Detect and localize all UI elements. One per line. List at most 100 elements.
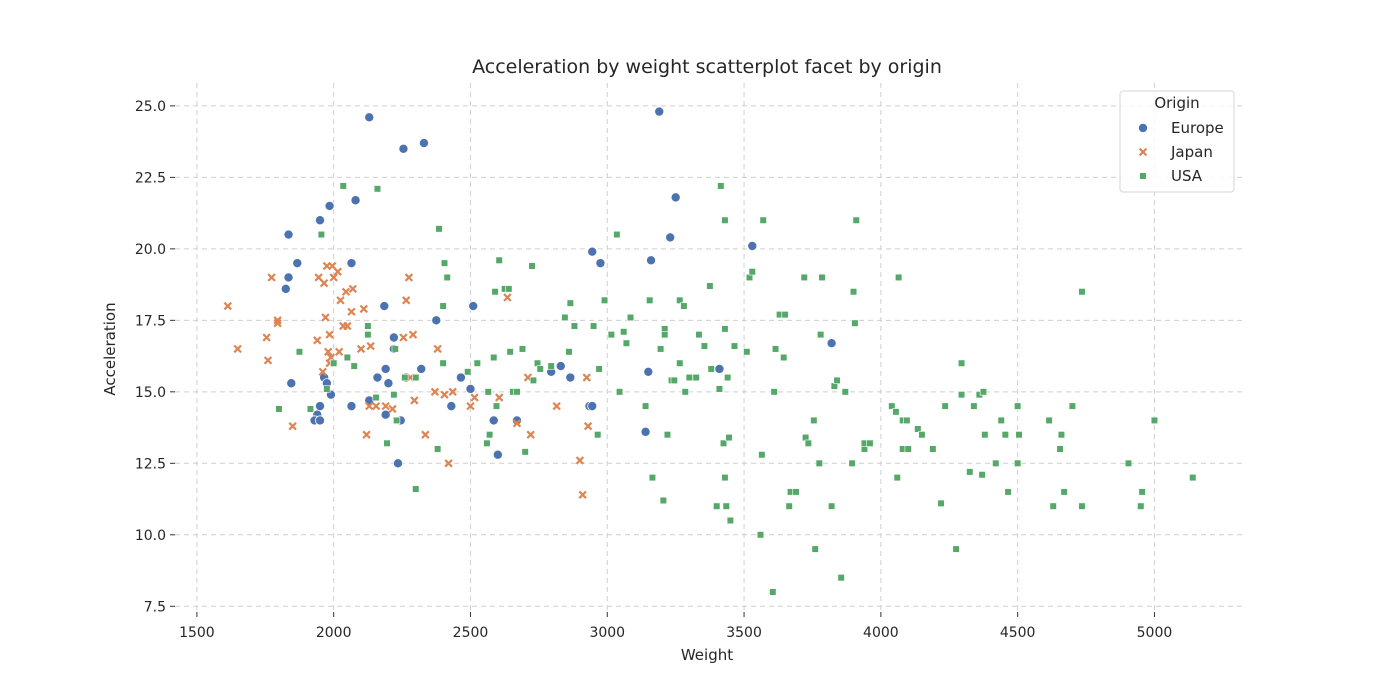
legend-marker-japan <box>1138 147 1148 157</box>
point-europe <box>431 315 442 326</box>
point-europe <box>646 255 657 266</box>
point-usa <box>661 331 669 339</box>
point-usa <box>1137 502 1145 510</box>
point-usa <box>785 502 793 510</box>
point-usa <box>670 376 678 384</box>
point-europe <box>315 415 326 426</box>
point-usa <box>848 459 856 467</box>
point-usa <box>685 373 693 382</box>
legend-item-usa: USA <box>1139 167 1203 185</box>
point-usa <box>1014 402 1022 410</box>
point-usa <box>978 471 986 479</box>
point-usa <box>464 368 472 376</box>
point-usa <box>1056 445 1064 453</box>
point-japan <box>356 344 366 354</box>
point-usa <box>918 431 926 439</box>
point-usa <box>730 342 739 350</box>
point-japan <box>399 333 408 342</box>
point-europe <box>379 301 390 312</box>
point-europe <box>418 138 429 149</box>
point-europe <box>380 409 391 420</box>
point-usa <box>966 468 974 476</box>
point-usa <box>852 216 860 224</box>
point-japan <box>388 404 397 414</box>
point-usa <box>506 348 514 356</box>
point-usa <box>892 408 900 416</box>
point-japan <box>466 401 475 411</box>
point-usa <box>970 402 978 410</box>
x-tick-label: 3000 <box>589 625 625 641</box>
point-japan <box>343 321 352 331</box>
point-japan <box>362 430 371 439</box>
point-japan <box>263 356 273 365</box>
point-usa <box>401 373 409 382</box>
point-usa <box>818 273 826 282</box>
point-usa <box>866 439 874 447</box>
point-usa <box>717 182 725 190</box>
point-usa <box>306 405 315 413</box>
point-japan <box>404 273 414 282</box>
point-usa <box>491 288 499 296</box>
point-usa <box>1015 431 1023 439</box>
x-tick-label: 1500 <box>179 625 215 641</box>
point-usa <box>505 285 513 293</box>
legend-item-europe: Europe <box>1138 119 1224 137</box>
point-japan <box>421 430 430 439</box>
chart-title: Acceleration by weight scatterplot facet… <box>472 56 942 78</box>
point-europe <box>346 258 357 269</box>
point-usa <box>513 388 521 396</box>
point-usa <box>771 345 780 353</box>
point-usa <box>769 588 777 596</box>
point-usa <box>439 302 447 310</box>
point-usa <box>295 348 304 356</box>
point-japan <box>495 393 504 402</box>
point-japan <box>347 307 356 316</box>
point-europe <box>670 192 681 203</box>
point-usa <box>435 225 443 233</box>
legend-item-japan: Japan <box>1138 143 1213 161</box>
point-europe <box>826 338 837 349</box>
point-japan <box>329 273 338 282</box>
point-japan <box>433 344 442 354</box>
y-tick-label: 20.0 <box>135 242 166 258</box>
point-europe <box>392 458 403 469</box>
point-europe <box>555 361 566 372</box>
point-usa <box>615 388 624 396</box>
point-europe <box>283 229 294 240</box>
point-usa <box>536 365 544 373</box>
point-usa <box>979 388 988 396</box>
point-usa <box>1060 488 1068 496</box>
point-usa <box>372 393 380 402</box>
point-usa <box>817 331 825 339</box>
point-usa <box>1124 459 1133 467</box>
point-europe <box>488 415 499 426</box>
point-usa <box>1078 502 1086 510</box>
point-usa <box>483 439 491 447</box>
point-japan <box>288 421 297 431</box>
point-japan <box>233 344 242 354</box>
point-usa <box>657 345 665 353</box>
point-usa <box>412 373 420 382</box>
point-usa <box>770 388 778 396</box>
point-europe <box>388 332 399 343</box>
point-usa <box>600 296 609 304</box>
point-usa <box>800 273 808 282</box>
point-usa <box>390 391 398 399</box>
point-usa <box>981 431 989 439</box>
point-usa <box>743 348 751 356</box>
point-japan <box>336 296 345 305</box>
point-usa <box>759 216 767 224</box>
point-japan <box>430 387 440 396</box>
point-europe <box>565 372 576 383</box>
point-usa <box>518 345 527 353</box>
point-japan <box>366 341 375 351</box>
point-usa <box>815 459 823 467</box>
point-usa <box>957 359 966 367</box>
point-japan <box>319 278 329 288</box>
point-usa <box>719 439 728 447</box>
series-japan <box>223 261 593 499</box>
point-usa <box>707 365 715 373</box>
x-tick-label: 4000 <box>863 625 899 641</box>
point-usa <box>440 259 449 267</box>
